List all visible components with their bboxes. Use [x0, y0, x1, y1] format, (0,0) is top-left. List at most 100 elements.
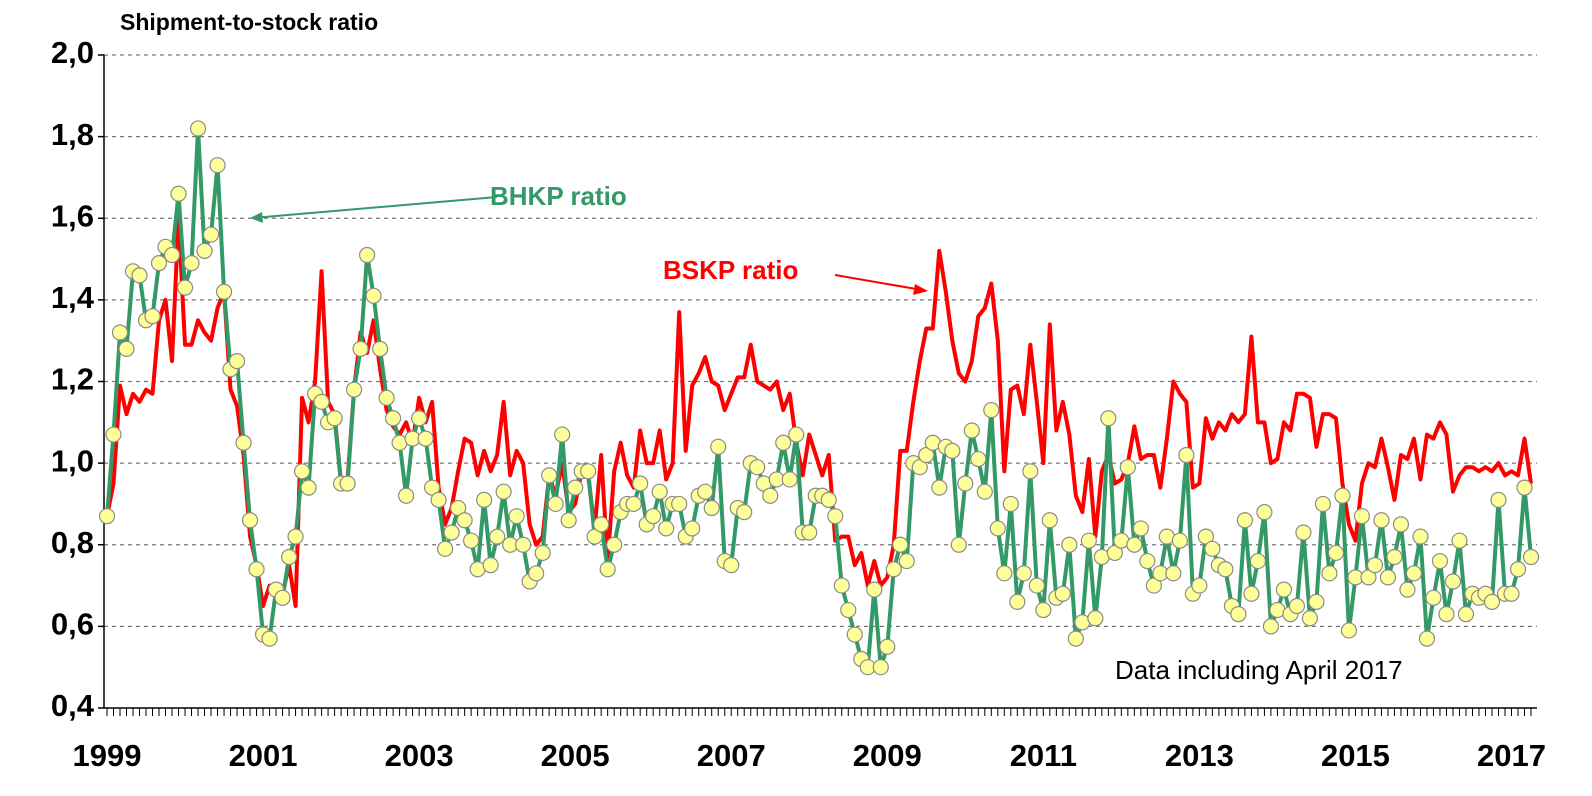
marker: [723, 557, 740, 574]
marker: [898, 552, 915, 570]
marker: [176, 279, 194, 296]
marker: [697, 483, 714, 500]
marker: [710, 438, 727, 455]
marker: [827, 508, 844, 525]
marker: [241, 512, 259, 529]
marker: [1054, 585, 1071, 602]
marker: [1080, 532, 1097, 549]
series-label: BHKP ratio: [490, 181, 627, 211]
marker: [365, 287, 382, 304]
marker: [183, 255, 200, 272]
marker: [345, 381, 363, 398]
marker: [398, 487, 415, 504]
marker: [1483, 593, 1501, 610]
marker: [437, 540, 454, 557]
marker: [1191, 577, 1208, 594]
arrow: [251, 196, 498, 219]
marker: [385, 410, 402, 427]
marker: [293, 463, 311, 480]
marker: [885, 561, 902, 578]
y-tick-label: 2,0: [51, 35, 94, 70]
marker: [235, 434, 252, 451]
marker: [443, 524, 460, 541]
marker: [1230, 606, 1247, 623]
marker: [1399, 581, 1416, 598]
marker: [352, 340, 369, 357]
marker: [1301, 610, 1319, 627]
marker: [658, 520, 675, 537]
marker: [105, 426, 122, 443]
marker: [411, 410, 428, 427]
marker: [1431, 552, 1449, 570]
x-tick-label: 2011: [1010, 738, 1077, 773]
y-tick-label: 0,6: [51, 607, 94, 642]
marker: [788, 426, 805, 443]
marker: [950, 536, 967, 553]
marker: [1256, 503, 1273, 521]
marker: [228, 352, 246, 370]
marker: [1373, 512, 1390, 529]
marker: [1015, 565, 1032, 582]
marker: [554, 426, 571, 443]
marker: [1314, 495, 1332, 513]
marker: [1009, 593, 1026, 610]
marker: [632, 475, 649, 492]
x-tick-label: 2013: [1165, 738, 1234, 773]
marker: [1165, 565, 1182, 582]
y-tick-label: 1,6: [51, 198, 94, 233]
marker: [495, 483, 512, 500]
marker: [1503, 585, 1520, 602]
marker: [625, 495, 642, 513]
x-tick-label: 1999: [73, 738, 142, 773]
marker: [892, 536, 909, 553]
marker: [1353, 508, 1371, 525]
marker: [840, 601, 857, 619]
y-tick-label: 1,2: [51, 362, 94, 397]
marker: [846, 626, 863, 643]
marker: [313, 393, 330, 411]
marker: [820, 491, 837, 508]
marker: [1509, 561, 1527, 578]
marker: [567, 479, 584, 496]
marker: [196, 242, 213, 259]
marker: [1178, 446, 1195, 464]
y-tick-label: 1,8: [51, 117, 94, 152]
marker: [866, 581, 883, 598]
marker: [144, 308, 161, 325]
marker: [560, 512, 577, 529]
marker: [1087, 610, 1104, 627]
marker: [261, 630, 278, 647]
marker: [489, 528, 506, 545]
marker: [1425, 589, 1442, 606]
marker: [1035, 601, 1052, 619]
marker: [202, 226, 220, 243]
marker: [371, 340, 389, 357]
x-tick-label: 2005: [541, 738, 610, 773]
marker: [1204, 540, 1221, 557]
marker: [1418, 630, 1436, 647]
marker: [547, 495, 564, 513]
marker: [872, 659, 889, 676]
marker: [1405, 565, 1423, 582]
y-tick-label: 0,4: [51, 688, 95, 723]
marker: [300, 479, 317, 496]
marker: [189, 120, 207, 137]
x-tick-label: 2003: [385, 738, 454, 773]
marker: [957, 475, 974, 492]
marker: [1366, 557, 1384, 574]
marker: [1002, 495, 1019, 513]
marker: [508, 508, 525, 525]
marker: [963, 422, 980, 439]
arrow: [834, 274, 923, 291]
marker: [1139, 552, 1156, 570]
x-minor-ticks: [106, 708, 1532, 716]
x-tick-label: 2001: [229, 738, 298, 773]
marker: [378, 389, 395, 406]
marker: [1119, 459, 1136, 476]
marker: [170, 185, 187, 202]
marker: [833, 577, 850, 594]
marker: [248, 561, 265, 578]
marker: [528, 565, 545, 582]
marker: [651, 483, 668, 500]
